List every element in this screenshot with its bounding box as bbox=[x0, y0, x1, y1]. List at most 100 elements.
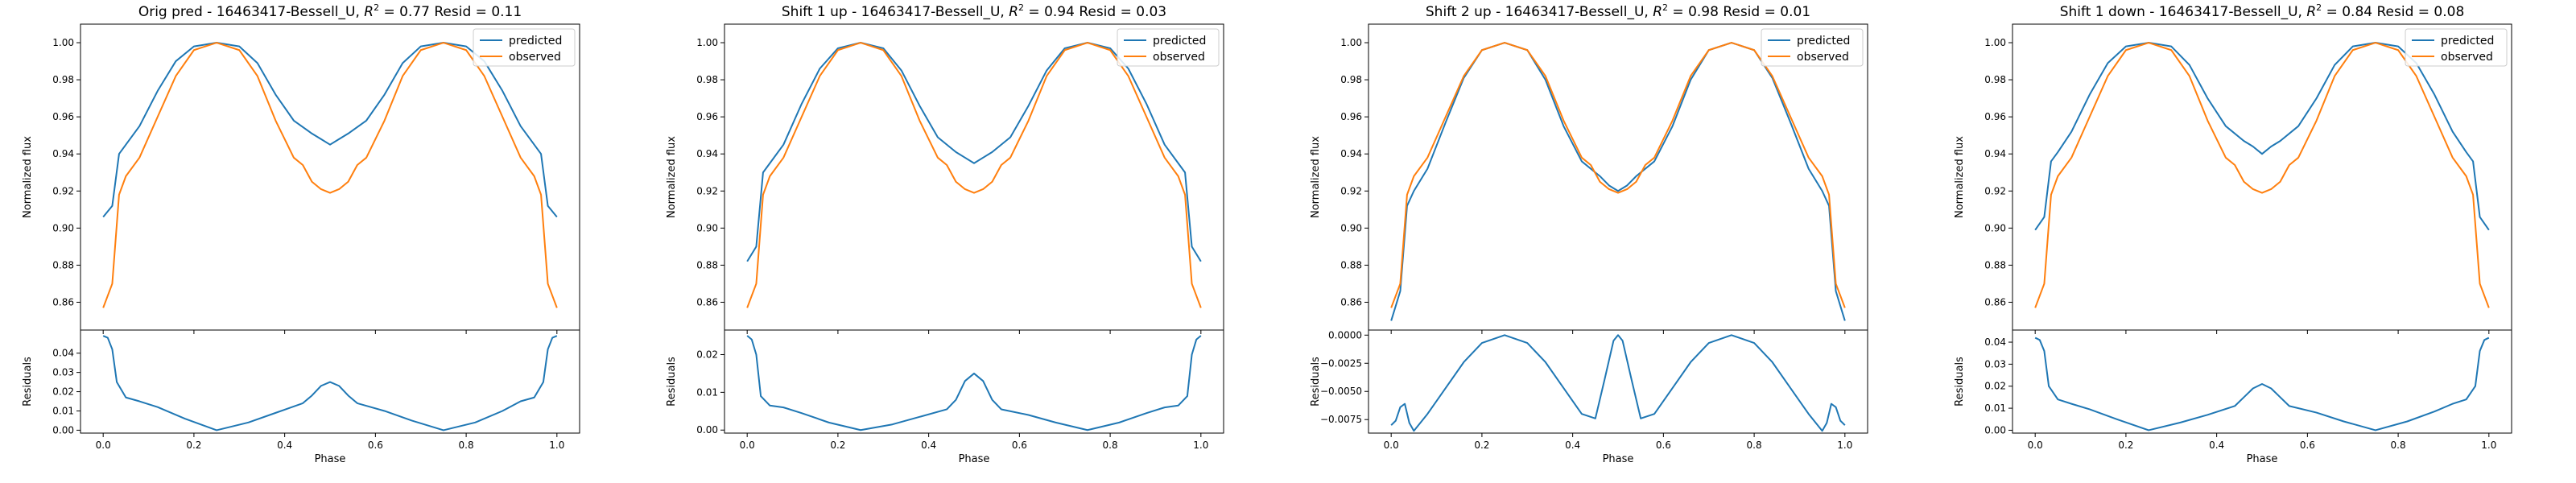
y-tick-label: 1.00 bbox=[1340, 37, 1362, 48]
y-tick-label: 0.94 bbox=[696, 148, 718, 159]
panel-title: Shift 1 up - 16463417-Bessell_U, R2 = 0.… bbox=[782, 2, 1166, 20]
x-tick-label: 0.6 bbox=[368, 440, 383, 451]
top-axes-1: 0.86 0.88 0.90 0.92 0.94 0.96 0.98 1.00 Normaliz… bbox=[666, 23, 1224, 334]
legend-entry-observed: observed bbox=[509, 51, 561, 64]
legend-entry-predicted: predicted bbox=[1153, 35, 1206, 47]
y-tick-label: 0.00 bbox=[1984, 424, 2006, 436]
x-tick-label: 0.8 bbox=[459, 440, 474, 451]
x-tick-label: 0.6 bbox=[1656, 440, 1671, 451]
x-tick-label: 0.2 bbox=[830, 440, 845, 451]
y-tick-label: 0.01 bbox=[696, 386, 718, 398]
y-axis-label: Normalized flux bbox=[1310, 136, 1322, 218]
y-tick-label: 0.88 bbox=[52, 259, 74, 270]
residuals-line-3 bbox=[2034, 336, 2490, 431]
y-tick-label: 0.04 bbox=[1984, 336, 2006, 348]
x-tick-label: 0.2 bbox=[1474, 440, 1489, 451]
x-tick-label: 0.2 bbox=[186, 440, 201, 451]
y-tick-label: 0.96 bbox=[1340, 111, 1362, 122]
panel-2: Shift 2 up - 16463417-Bessell_U, R2 = 0.… bbox=[1310, 2, 1868, 465]
y-tick-label: 0.01 bbox=[1984, 402, 2006, 414]
y-tick-label: −0.0075 bbox=[1320, 414, 1362, 425]
panel-3: Shift 1 down - 16463417-Bessell_U, R2 = … bbox=[1954, 2, 2512, 465]
x-tick-label: 0.0 bbox=[740, 440, 755, 451]
top-frame bbox=[1368, 23, 1868, 331]
observed-line-1 bbox=[746, 42, 1202, 308]
y-axis-label: Residuals bbox=[1954, 357, 1966, 407]
y-tick-label: 0.92 bbox=[696, 185, 718, 196]
residuals-line-1 bbox=[746, 335, 1202, 431]
top-axes-3: 0.86 0.88 0.90 0.92 0.94 0.96 0.98 1.00 Normaliz… bbox=[1954, 23, 2512, 334]
top-frame bbox=[724, 23, 1224, 331]
y-tick-label: 0.04 bbox=[52, 348, 74, 359]
top-axes-0: 0.86 0.88 0.90 0.92 0.94 0.96 0.98 1.00 Normaliz… bbox=[22, 23, 580, 334]
panel-title: Shift 2 up - 16463417-Bessell_U, R2 = 0.… bbox=[1426, 2, 1810, 20]
y-tick-label: 0.98 bbox=[1340, 74, 1362, 85]
legend-entry-predicted: predicted bbox=[1797, 35, 1850, 47]
y-tick-label: 0.0000 bbox=[1328, 329, 1362, 341]
bottom-frame bbox=[1368, 329, 1868, 434]
x-tick-label: 0.0 bbox=[2028, 440, 2043, 451]
legend-entry-predicted: predicted bbox=[509, 35, 562, 47]
y-tick-label: 0.96 bbox=[696, 111, 718, 122]
predicted-line-3 bbox=[2034, 42, 2490, 231]
y-tick-label: 1.00 bbox=[52, 37, 74, 48]
y-tick-label: 0.86 bbox=[696, 296, 718, 308]
x-tick-label: 0.4 bbox=[921, 440, 936, 451]
x-tick-label: 0.8 bbox=[1747, 440, 1762, 451]
x-tick-label: 0.0 bbox=[1384, 440, 1399, 451]
y-tick-label: 0.90 bbox=[1984, 222, 2006, 233]
x-tick-label: 0.8 bbox=[2391, 440, 2406, 451]
x-tick-label: 0.4 bbox=[1565, 440, 1580, 451]
y-tick-label: 0.02 bbox=[1984, 381, 2006, 392]
legend-entry-observed: observed bbox=[2441, 51, 2493, 64]
y-tick-label: 0.94 bbox=[1340, 148, 1362, 159]
panel-0: Orig pred - 16463417-Bessell_U, R2 = 0.7… bbox=[22, 2, 580, 465]
y-tick-label: 0.00 bbox=[696, 424, 718, 436]
x-axis-label: Phase bbox=[959, 453, 990, 465]
bottom-frame bbox=[80, 329, 580, 434]
legend-entry-observed: observed bbox=[1153, 51, 1205, 64]
legend-1: predicted observed bbox=[1117, 28, 1220, 67]
y-tick-label: −0.0025 bbox=[1320, 357, 1362, 369]
top-frame bbox=[2012, 23, 2512, 331]
y-tick-label: 1.00 bbox=[696, 37, 718, 48]
y-tick-label: 0.86 bbox=[1340, 296, 1362, 308]
bottom-axes-3: 0.00 0.01 0.02 0.03 0.04 0.0 0.2 0.4 0.6 0.8 1.0 Re… bbox=[1954, 329, 2512, 465]
y-tick-label: 0.94 bbox=[1984, 148, 2006, 159]
y-tick-label: 0.88 bbox=[696, 259, 718, 270]
bottom-axes-2: 0.0000 −0.0025 −0.0050 −0.0075 0.0 0.2 0.4 0.6 0… bbox=[1310, 329, 1868, 465]
predicted-line-1 bbox=[746, 42, 1202, 262]
bottom-axes-1: 0.00 0.01 0.02 0.0 0.2 0.4 0.6 0.8 1.0 Residuals P… bbox=[666, 329, 1224, 465]
y-tick-label: 0.88 bbox=[1340, 259, 1362, 270]
residuals-line-2 bbox=[1390, 334, 1846, 432]
residuals-line-0 bbox=[102, 335, 558, 431]
top-axes-2: 0.86 0.88 0.90 0.92 0.94 0.96 0.98 1.00 Normaliz… bbox=[1310, 23, 1868, 334]
panel-title: Orig pred - 16463417-Bessell_U, R2 = 0.7… bbox=[138, 2, 522, 20]
x-tick-label: 0.2 bbox=[2118, 440, 2133, 451]
observed-line-2 bbox=[1390, 42, 1846, 308]
y-tick-label: 0.92 bbox=[1984, 185, 2006, 196]
y-axis-label: Residuals bbox=[1310, 357, 1322, 407]
legend-0: predicted observed bbox=[473, 28, 576, 67]
bottom-frame bbox=[724, 329, 1224, 434]
y-tick-label: 0.03 bbox=[52, 367, 74, 378]
x-tick-label: 0.6 bbox=[2300, 440, 2315, 451]
x-tick-label: 0.4 bbox=[2209, 440, 2224, 451]
y-tick-label: 0.01 bbox=[52, 405, 74, 416]
y-tick-label: 0.90 bbox=[52, 222, 74, 233]
panel-title: Shift 1 down - 16463417-Bessell_U, R2 = … bbox=[2060, 2, 2465, 20]
bottom-frame bbox=[2012, 329, 2512, 434]
top-frame bbox=[80, 23, 580, 331]
y-tick-label: 0.00 bbox=[52, 424, 74, 436]
y-tick-label: 1.00 bbox=[1984, 37, 2006, 48]
panel-1: Shift 1 up - 16463417-Bessell_U, R2 = 0.… bbox=[666, 2, 1224, 465]
x-tick-label: 1.0 bbox=[549, 440, 564, 451]
y-tick-label: 0.92 bbox=[52, 185, 74, 196]
predicted-line-2 bbox=[1390, 42, 1846, 321]
bottom-axes-0: 0.00 0.01 0.02 0.03 0.04 0.0 0.2 0.4 0.6 0.8 1.0 Re… bbox=[22, 329, 580, 465]
x-axis-label: Phase bbox=[1603, 453, 1634, 465]
predicted-line-0 bbox=[102, 42, 558, 218]
legend-2: predicted observed bbox=[1761, 28, 1864, 67]
y-tick-label: 0.02 bbox=[52, 386, 74, 398]
y-tick-label: 0.98 bbox=[52, 74, 74, 85]
